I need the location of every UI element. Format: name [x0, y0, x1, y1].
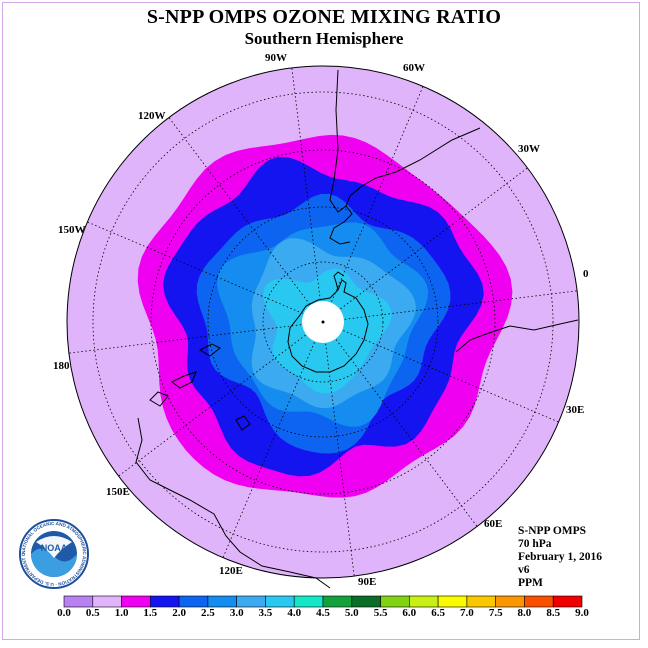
colorbar-segment-0.5	[92, 595, 122, 608]
colorbar-segment-6.5	[437, 595, 468, 608]
latitude-circle	[92, 91, 554, 553]
lon-label-60e: 60E	[484, 518, 503, 530]
lon-label-90w: 90W	[265, 52, 287, 64]
colorbar-label-6.5: 6.5	[431, 607, 445, 619]
lon-label-120w: 120W	[138, 110, 166, 122]
lon-label-90e: 90E	[358, 576, 377, 588]
meridian-line	[325, 343, 355, 577]
colorbar-label-4.0: 4.0	[287, 607, 302, 619]
latitude-circle	[207, 206, 439, 438]
colorbar-label-7.0: 7.0	[460, 607, 474, 619]
colorbar-label-3.5: 3.5	[258, 607, 273, 619]
colorbar-segment-8.5	[552, 595, 583, 608]
lon-label-120e: 120E	[219, 565, 243, 577]
colorbar-segment-2.0	[178, 595, 209, 608]
colorbar-segment-7.5	[495, 595, 525, 608]
latitude-circle	[262, 261, 384, 383]
coastline-3	[329, 205, 353, 245]
lon-label-150e: 150E	[106, 486, 130, 498]
colorbar-segment-8.0	[524, 595, 554, 608]
colorbar-label-8.0: 8.0	[517, 607, 532, 619]
coastline-5	[135, 417, 331, 589]
meridian-line	[344, 290, 578, 320]
colorbar-segment-3.5	[265, 595, 295, 608]
south-pole-point	[321, 320, 325, 324]
colorbar-label-0.5: 0.5	[85, 607, 100, 619]
meridian-line	[335, 339, 478, 527]
page-frame	[2, 2, 640, 640]
colorbar-segment-5.0	[351, 595, 381, 608]
colorbar-segment-5.5	[380, 595, 410, 608]
colorbar-segment-0.0	[63, 595, 94, 608]
colorbar-label-2.0: 2.0	[172, 607, 186, 619]
colorbar-label-6.0: 6.0	[402, 607, 417, 619]
colorbar-label-8.5: 8.5	[546, 607, 561, 619]
meridian-line	[291, 67, 321, 301]
noaa-logo: NATIONAL OCEANIC AND ATMOSPHERIC ADMINIS…	[18, 518, 89, 589]
lon-label-30e: 30E	[566, 404, 585, 416]
map-subtitle: Southern Hemisphere	[244, 29, 404, 48]
meridian-line	[68, 324, 302, 354]
info-instrument: S-NPP OMPS	[518, 525, 587, 537]
colorbar-segment-1.5	[150, 595, 180, 608]
info-units: PPM	[518, 577, 543, 589]
lon-label-30w: 30W	[518, 143, 540, 155]
colorbar-label-5.5: 5.5	[373, 607, 388, 619]
colorbar-segment-4.5	[322, 595, 353, 608]
coastline-7	[149, 391, 169, 407]
lon-label-150w: 150W	[58, 224, 86, 236]
meridian-line	[168, 117, 311, 305]
colorbar-segment-1.0	[121, 595, 151, 608]
coastline-0	[287, 279, 369, 373]
coastline-6	[235, 415, 251, 431]
coastline-9	[198, 343, 221, 357]
lon-label-60w: 60W	[403, 62, 425, 74]
colorbar-label-0.0: 0.0	[57, 607, 71, 619]
coastline-2	[329, 69, 481, 213]
coastline-8	[171, 371, 197, 389]
map-title: S-NPP OMPS OZONE MIXING RATIO	[146, 6, 502, 28]
colorbar-label-1.0: 1.0	[114, 607, 129, 619]
meridian-line	[340, 167, 528, 310]
info-date: February 1, 2016	[518, 551, 603, 563]
coastline-4	[455, 319, 579, 353]
coastline-1	[333, 271, 345, 291]
colorbar-label-3.0: 3.0	[229, 607, 244, 619]
colorbar-segment-6.0	[408, 595, 439, 608]
meridian-line	[87, 221, 303, 314]
lon-label-0: 0	[583, 268, 589, 280]
colorbar-label-5.0: 5.0	[344, 607, 359, 619]
lon-label-180: 180	[53, 360, 70, 372]
colorbar-segment-3.0	[236, 595, 266, 608]
meridian-line	[343, 330, 559, 423]
colorbar-label-2.5: 2.5	[201, 607, 215, 619]
info-level: 70 hPa	[518, 538, 552, 550]
colorbar-label-4.5: 4.5	[316, 607, 330, 619]
meridian-line	[222, 342, 315, 558]
meridian-line	[331, 86, 424, 302]
colorbar-segment-4.0	[293, 595, 324, 608]
colorbar-segment-7.0	[466, 595, 496, 608]
meridian-line	[118, 334, 306, 477]
colorbar-label-1.5: 1.5	[143, 607, 158, 619]
colorbar-segment-2.5	[207, 595, 237, 608]
info-version: v6	[518, 564, 530, 576]
noaa-logo-text: NOAA	[41, 543, 68, 553]
colorbar-label-9.0: 9.0	[575, 607, 589, 619]
latitude-circle	[150, 149, 496, 495]
colorbar-label-7.5: 7.5	[488, 607, 503, 619]
